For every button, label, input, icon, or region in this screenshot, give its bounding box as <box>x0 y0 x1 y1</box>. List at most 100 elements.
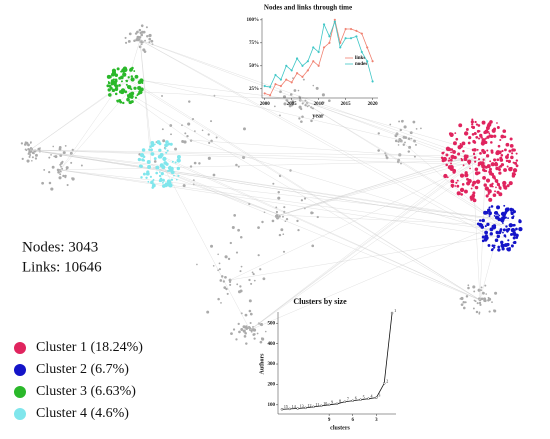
y-tick-label: 25% <box>249 87 259 92</box>
network-node <box>477 164 481 167</box>
network-node <box>499 187 502 190</box>
network-node <box>239 236 243 239</box>
network-node <box>150 141 155 145</box>
network-node <box>496 152 499 155</box>
y-tick-label: 500 <box>268 321 276 326</box>
network-node <box>508 247 511 250</box>
x-tick-label: 2010 <box>314 102 325 107</box>
network-node <box>137 80 142 85</box>
network-edge <box>249 161 474 331</box>
network-node <box>149 175 152 178</box>
network-node <box>497 245 501 249</box>
data-point <box>351 399 354 402</box>
data-point <box>285 78 288 81</box>
network-node <box>116 99 119 102</box>
network-node <box>400 162 402 165</box>
network-node <box>31 159 33 162</box>
network-node <box>129 67 134 72</box>
network-node <box>478 312 481 315</box>
network-node <box>249 327 252 330</box>
network-node <box>232 328 236 331</box>
network-node <box>498 171 502 175</box>
network-node <box>467 286 470 290</box>
point-label: 7 <box>347 397 349 402</box>
network-node <box>490 205 494 208</box>
network-node <box>289 93 293 96</box>
network-node <box>217 253 219 256</box>
network-node <box>497 217 502 222</box>
network-node <box>41 181 44 185</box>
network-node <box>158 178 163 183</box>
network-node <box>237 165 240 168</box>
network-node <box>169 124 173 127</box>
network-node <box>159 163 164 168</box>
network-edge <box>59 79 124 171</box>
network-node <box>494 161 498 165</box>
network-node <box>206 310 210 314</box>
network-node <box>20 142 24 145</box>
data-point <box>320 404 323 408</box>
network-node <box>138 36 142 39</box>
network-node <box>481 291 485 295</box>
network-node <box>500 153 504 157</box>
network-node <box>230 332 233 335</box>
network-edge <box>152 166 281 216</box>
network-node <box>57 169 60 172</box>
network-node <box>240 265 243 268</box>
network-node <box>494 210 499 215</box>
network-node <box>170 170 175 175</box>
network-node <box>486 127 489 130</box>
network-node <box>472 152 476 156</box>
network-node <box>210 120 213 123</box>
network-node <box>245 342 248 345</box>
network-node <box>125 83 128 86</box>
network-node <box>460 193 464 196</box>
network-node <box>488 197 493 202</box>
network-node <box>261 337 265 341</box>
network-node <box>506 153 510 157</box>
network-node <box>483 297 487 301</box>
network-node <box>494 291 498 295</box>
network-node <box>173 174 175 177</box>
x-tick-label: 2005 <box>287 102 298 107</box>
network-node <box>124 90 128 94</box>
network-node <box>161 178 165 182</box>
network-node <box>118 90 123 94</box>
network-node <box>449 158 453 162</box>
legend-label: Cluster 1 (18.24%) <box>36 340 143 355</box>
network-node <box>504 243 508 248</box>
network-node <box>226 292 229 295</box>
network-node <box>489 227 494 232</box>
data-point <box>279 78 282 81</box>
network-node <box>483 183 487 187</box>
network-node <box>488 215 491 217</box>
network-node <box>499 138 502 142</box>
network-node <box>487 299 490 302</box>
network-node <box>485 154 490 158</box>
network-node <box>235 251 239 254</box>
network-node <box>65 166 69 170</box>
network-node <box>496 158 500 162</box>
data-point <box>322 46 326 49</box>
network-node <box>170 178 174 181</box>
network-node <box>497 213 499 216</box>
x-tick-label: 6 <box>351 418 354 423</box>
network-node <box>450 154 455 159</box>
network-node <box>484 230 489 235</box>
network-node <box>488 211 492 216</box>
network-node <box>459 173 465 178</box>
network-edge <box>229 165 472 281</box>
network-edge <box>139 39 489 170</box>
network-node <box>181 140 185 143</box>
network-node <box>259 268 262 271</box>
network-node <box>487 131 490 133</box>
network-node <box>188 100 191 103</box>
network-node <box>293 89 297 92</box>
network-edge <box>126 90 301 101</box>
network-node <box>450 148 454 151</box>
network-node <box>312 84 315 87</box>
nodes-count: Nodes: 3043 <box>22 239 98 255</box>
legend-label: Cluster 2 (6.7%) <box>36 362 129 377</box>
network-node <box>488 167 492 171</box>
network-node <box>503 204 506 207</box>
